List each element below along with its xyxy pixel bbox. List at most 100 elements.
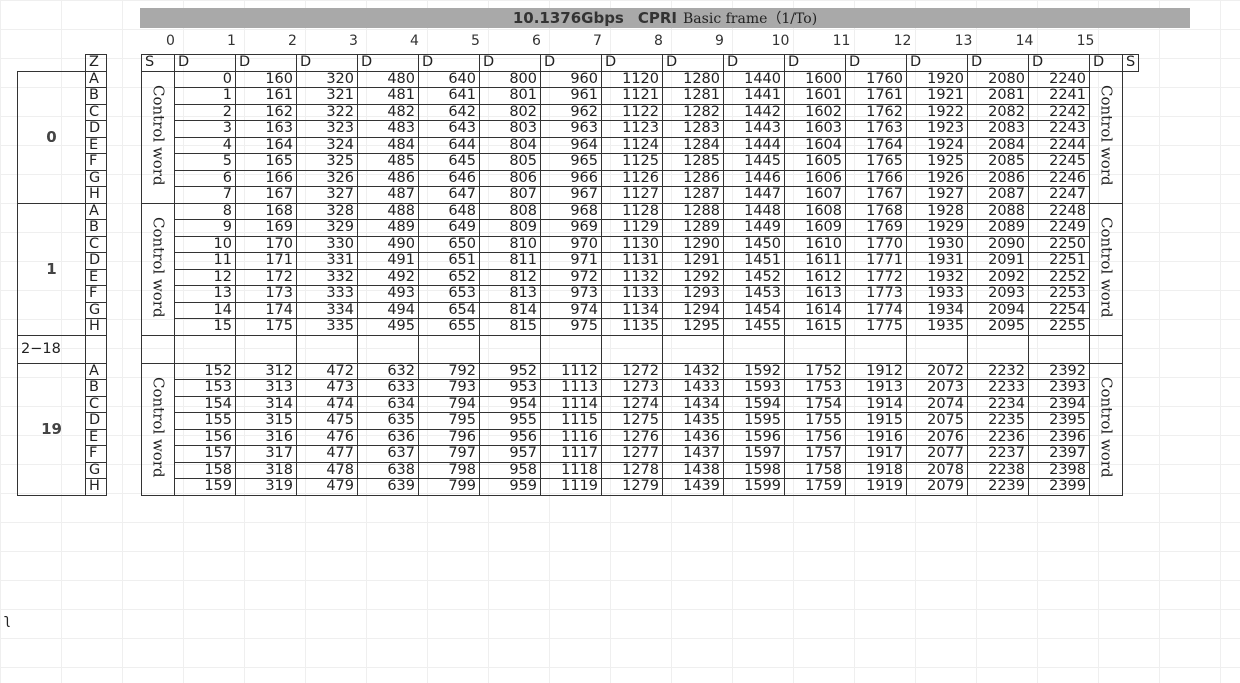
blank-cell: [107, 104, 142, 121]
data-cell: 1771: [845, 252, 907, 270]
data-cell: 164: [235, 136, 297, 154]
data-cell: 1293: [662, 285, 724, 303]
blank-cell: [107, 203, 142, 220]
row-letter: F: [85, 153, 107, 171]
data-cell: 952: [479, 362, 541, 380]
data-cell: 793: [418, 379, 480, 397]
table-row: F 157 317 477 637 797 957 1117 1277 1437 1597 1757 1…: [18, 445, 1139, 463]
column-header-row: 0 1 2 3 4 5 6 7 8 9 10 11 12 13 14 15: [140, 33, 1116, 49]
blank-cell: [141, 334, 175, 364]
data-cell: 641: [418, 87, 480, 105]
data-cell: 1761: [845, 87, 907, 105]
data-cell: 636: [357, 428, 419, 446]
table-row: C 10 170 330 490 650 810 970 1130 1290 1450 1610 177…: [18, 235, 1139, 253]
data-cell: 1124: [601, 136, 663, 154]
data-cell: 152: [174, 362, 236, 380]
data-cell: 2255: [1028, 318, 1090, 336]
data-cell: 1754: [784, 395, 846, 413]
data-cell: 2237: [967, 445, 1029, 463]
data-cell: 1602: [784, 103, 846, 121]
data-cell: 1600: [784, 70, 846, 88]
data-cell: 6: [174, 169, 236, 187]
data-cell: 323: [296, 120, 358, 138]
data-cell: 482: [357, 103, 419, 121]
data-cell: 2238: [967, 461, 1029, 479]
data-cell: 474: [296, 395, 358, 413]
d-label: D: [540, 54, 602, 72]
data-cell: 4: [174, 136, 236, 154]
data-cell: 1435: [662, 412, 724, 430]
control-word-left: Control word: [141, 202, 175, 336]
data-cell: 1448: [723, 202, 785, 220]
control-word-label: Control word: [149, 216, 168, 318]
data-cell: 962: [540, 103, 602, 121]
data-cell: 166: [235, 169, 297, 187]
data-cell: 1594: [723, 395, 785, 413]
row-letter: C: [85, 103, 107, 121]
hyperframe-index: 1: [17, 202, 86, 336]
column-number: 5: [471, 33, 480, 49]
data-cell: 1118: [540, 461, 602, 479]
control-word-left: Control word: [141, 362, 175, 496]
data-cell: 335: [296, 318, 358, 336]
data-cell: 798: [418, 461, 480, 479]
data-cell: 966: [540, 169, 602, 187]
data-cell: 1930: [906, 235, 968, 253]
data-cell: 1914: [845, 395, 907, 413]
row-letter: B: [85, 379, 107, 397]
column-number: 4: [410, 33, 419, 49]
data-cell: 155: [174, 412, 236, 430]
data-cell: 1934: [906, 301, 968, 319]
data-cell: 1612: [784, 268, 846, 286]
data-cell: 1447: [723, 186, 785, 204]
blank-cell: [418, 334, 480, 364]
control-word-label: Control word: [1097, 216, 1116, 318]
d-label: D: [906, 54, 968, 72]
blank-cell: [107, 71, 142, 88]
data-cell: 1916: [845, 428, 907, 446]
data-cell: 1756: [784, 428, 846, 446]
data-cell: 794: [418, 395, 480, 413]
data-cell: 156: [174, 428, 236, 446]
data-cell: 810: [479, 235, 541, 253]
data-cell: 2394: [1028, 395, 1090, 413]
data-cell: 799: [418, 478, 480, 496]
data-cell: 1605: [784, 153, 846, 171]
data-cell: 153: [174, 379, 236, 397]
data-cell: 2242: [1028, 103, 1090, 121]
data-cell: 159: [174, 478, 236, 496]
data-cell: 647: [418, 186, 480, 204]
data-cell: 1762: [845, 103, 907, 121]
column-number: 0: [166, 33, 175, 49]
data-cell: 475: [296, 412, 358, 430]
d-label: D: [845, 54, 907, 72]
data-cell: 332: [296, 268, 358, 286]
data-cell: 489: [357, 219, 419, 237]
d-label: D: [357, 54, 419, 72]
data-cell: 1116: [540, 428, 602, 446]
data-cell: 1130: [601, 235, 663, 253]
data-cell: 968: [540, 202, 602, 220]
data-cell: 1598: [723, 461, 785, 479]
data-cell: 1922: [906, 103, 968, 121]
data-cell: 2250: [1028, 235, 1090, 253]
data-cell: 1272: [601, 362, 663, 380]
data-cell: 1289: [662, 219, 724, 237]
data-cell: 1440: [723, 70, 785, 88]
data-cell: 2074: [906, 395, 968, 413]
column-number: 3: [349, 33, 358, 49]
blank-cell: [296, 334, 358, 364]
data-cell: 1912: [845, 362, 907, 380]
data-cell: 1125: [601, 153, 663, 171]
data-cell: 965: [540, 153, 602, 171]
data-cell: 1921: [906, 87, 968, 105]
table-row: D 3 163 323 483 643 803 963 1123 1283 1443 1603 1763…: [18, 120, 1139, 138]
data-cell: 14: [174, 301, 236, 319]
data-cell: 2094: [967, 301, 1029, 319]
data-cell: 1752: [784, 362, 846, 380]
data-cell: 13: [174, 285, 236, 303]
data-cell: 1452: [723, 268, 785, 286]
data-cell: 1615: [784, 318, 846, 336]
table-row: G 158 318 478 638 798 958 1118 1278 1438 1598 1758 1…: [18, 461, 1139, 479]
